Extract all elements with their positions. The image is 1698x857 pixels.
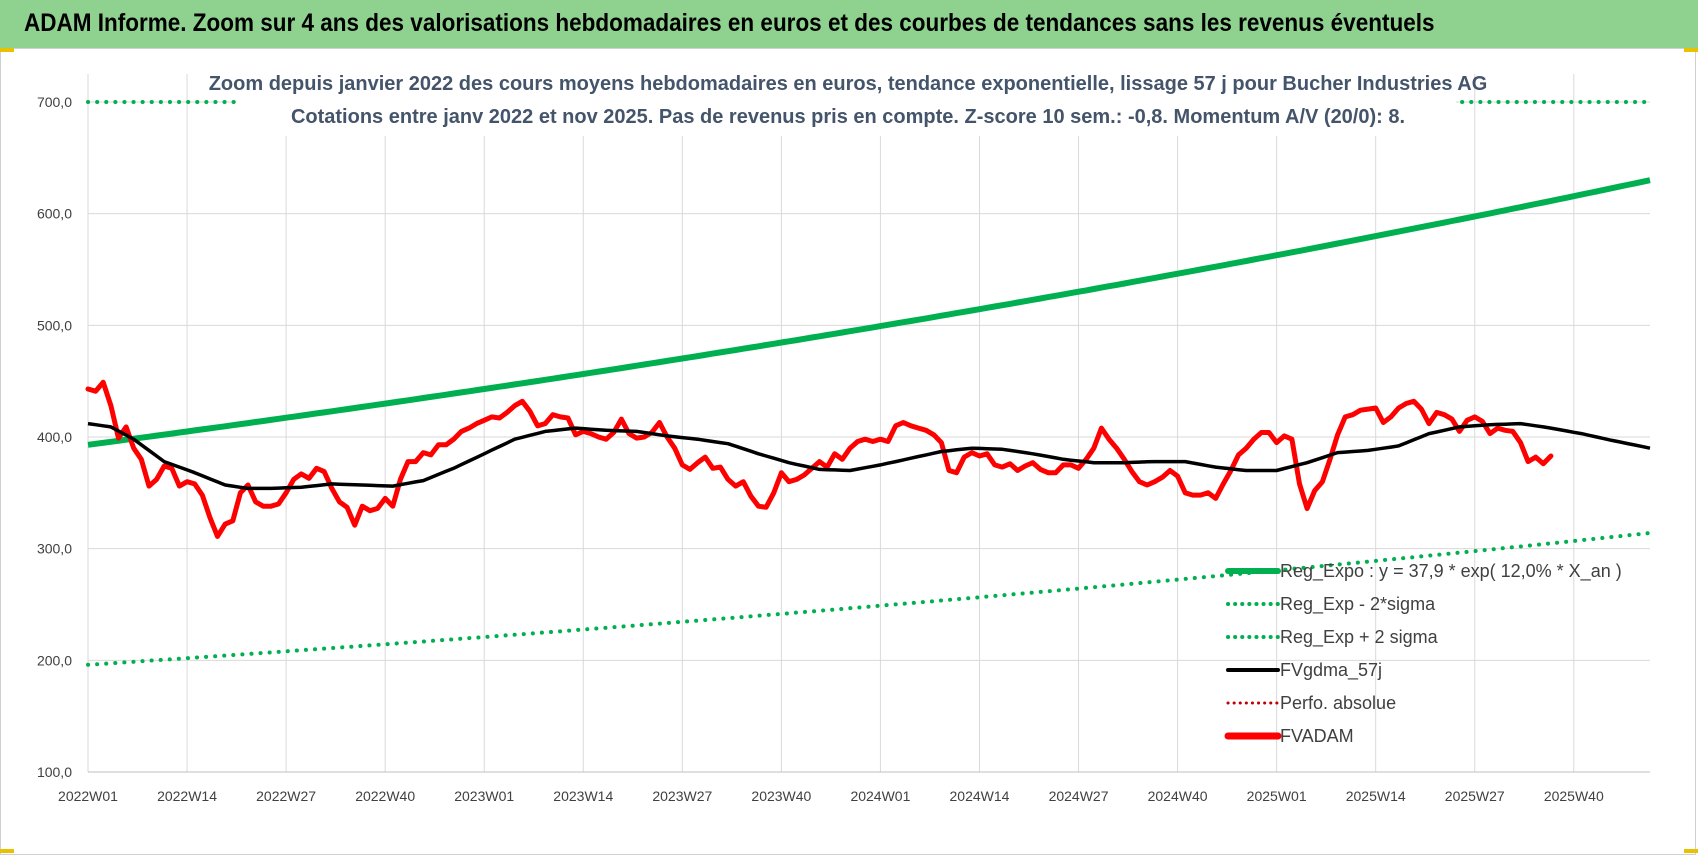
series-fvadam (85, 379, 1554, 539)
frame-corner-mark (0, 849, 14, 853)
x-tick-label: 2022W01 (58, 788, 118, 804)
x-tick-label: 2023W40 (751, 788, 811, 804)
y-tick-label: 600,0 (37, 206, 72, 222)
chart-frame (0, 48, 1696, 855)
x-tick-label: 2025W01 (1247, 788, 1307, 804)
frame-corner-mark (1684, 849, 1698, 853)
x-tick-label: 2025W40 (1544, 788, 1604, 804)
legend-label: FVADAM (1280, 726, 1354, 746)
legend-label: FVgdma_57j (1280, 660, 1382, 681)
series-reg-exp-minus-2sigma (86, 531, 1652, 667)
x-tick-label: 2022W27 (256, 788, 316, 804)
x-tick-label: 2025W14 (1346, 788, 1406, 804)
x-tick-label: 2024W27 (1049, 788, 1109, 804)
x-tick-label: 2024W01 (850, 788, 910, 804)
x-tick-label: 2024W14 (950, 788, 1010, 804)
series-fvgdma-57j (87, 421, 1651, 491)
y-tick-label: 300,0 (37, 541, 72, 557)
legend-label: Reg_Exp + 2 sigma (1280, 627, 1439, 648)
x-tick-label: 2022W14 (157, 788, 217, 804)
y-tick-label: 500,0 (37, 317, 72, 333)
chart-title: Zoom depuis janvier 2022 des cours moyen… (209, 73, 1488, 95)
chart-legend: Reg_Expo : y = 37,9 * exp( 12,0% * X_an … (1224, 561, 1622, 746)
banner-title: ADAM Informe. Zoom sur 4 ans des valoris… (24, 9, 1435, 37)
y-tick-label: 400,0 (37, 429, 72, 445)
y-tick-label: 100,0 (37, 764, 72, 780)
legend-label: Reg_Expo : y = 37,9 * exp( 12,0% * X_an … (1280, 561, 1622, 582)
y-tick-label: 700,0 (37, 94, 72, 110)
x-tick-label: 2024W40 (1148, 788, 1208, 804)
chart-grid (87, 74, 1650, 773)
report-banner: ADAM Informe. Zoom sur 4 ans des valoris… (0, 0, 1698, 49)
frame-corner-mark (0, 48, 14, 52)
y-tick-label: 200,0 (37, 652, 72, 668)
x-tick-label: 2023W01 (454, 788, 514, 804)
legend-label: Perfo. absolue (1280, 693, 1396, 713)
x-axis-ticks: 2022W01 2022W14 2022W27 2022W40 2023W01 2023W… (58, 788, 1604, 804)
x-tick-label: 2023W14 (553, 788, 613, 804)
y-axis-ticks: 100,0 200,0 300,0 400,0 500,0 600,0 700,0 (37, 94, 72, 780)
x-tick-label: 2023W27 (652, 788, 712, 804)
x-tick-label: 2022W40 (355, 788, 415, 804)
frame-corner-mark (1684, 48, 1698, 52)
chart-title-background (236, 62, 1456, 136)
chart-subtitle: Cotations entre janv 2022 et nov 2025. P… (291, 106, 1405, 128)
x-tick-label: 2025W27 (1445, 788, 1505, 804)
series-reg-expo (87, 177, 1651, 448)
legend-label: Reg_Exp - 2*sigma (1280, 594, 1436, 615)
